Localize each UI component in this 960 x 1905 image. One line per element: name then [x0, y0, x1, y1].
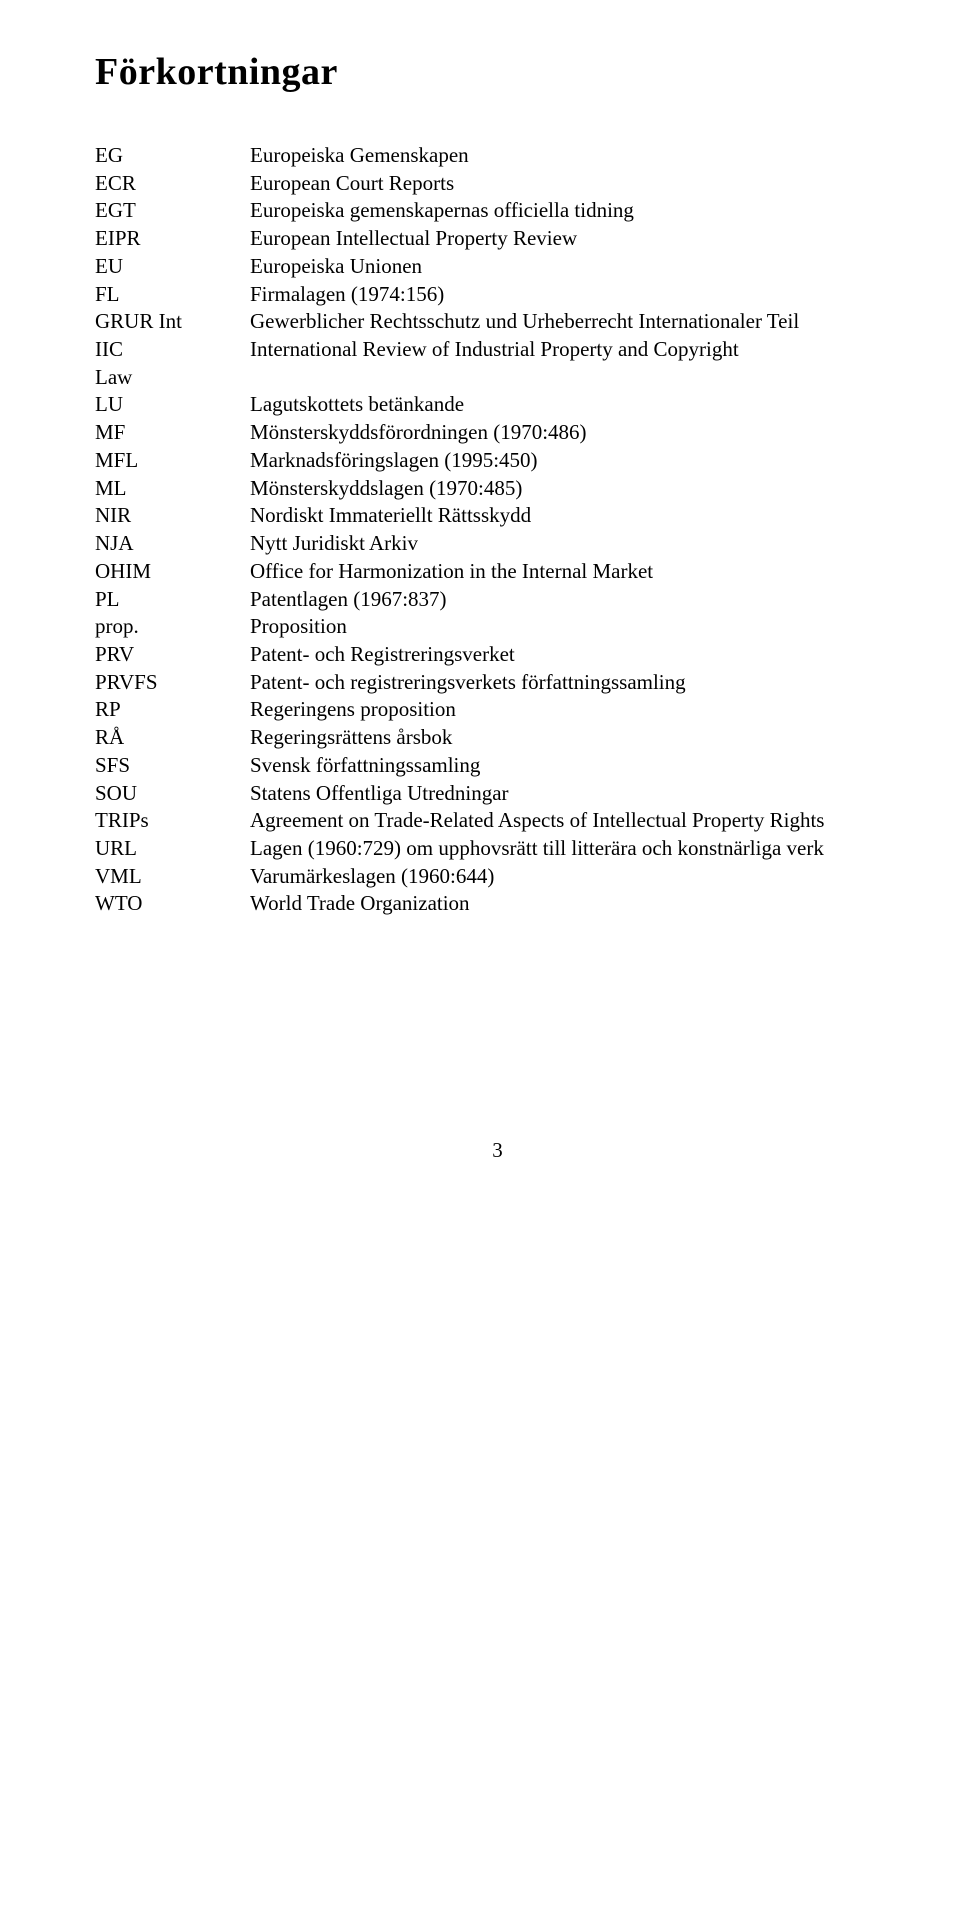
abbreviation: WTO	[95, 890, 250, 918]
list-item: IICInternational Review of Industrial Pr…	[95, 336, 900, 364]
abbreviation: PRV	[95, 641, 250, 669]
abbreviation: FL	[95, 281, 250, 309]
abbreviation: SFS	[95, 752, 250, 780]
list-item: LULagutskottets betänkande	[95, 391, 900, 419]
abbreviation: Law	[95, 364, 250, 392]
definition: Proposition	[250, 613, 900, 641]
definition: European Court Reports	[250, 170, 900, 198]
list-item: NJANytt Juridiskt Arkiv	[95, 530, 900, 558]
definition: Regeringens proposition	[250, 696, 900, 724]
abbreviation: EG	[95, 142, 250, 170]
list-item: SFSSvensk författningssamling	[95, 752, 900, 780]
list-item: TRIPsAgreement on Trade-Related Aspects …	[95, 807, 900, 835]
definition: Lagen (1960:729) om upphovsrätt till lit…	[250, 835, 900, 863]
definition: Gewerblicher Rechtsschutz und Urheberrec…	[250, 308, 900, 336]
definition: Nytt Juridiskt Arkiv	[250, 530, 900, 558]
abbreviation: NIR	[95, 502, 250, 530]
list-item: FLFirmalagen (1974:156)	[95, 281, 900, 309]
definition: Mönsterskyddslagen (1970:485)	[250, 475, 900, 503]
list-item: VMLVarumärkeslagen (1960:644)	[95, 863, 900, 891]
list-item: PRVPatent- och Registreringsverket	[95, 641, 900, 669]
abbreviation: GRUR Int	[95, 308, 250, 336]
definition: Statens Offentliga Utredningar	[250, 780, 900, 808]
page-title: Förkortningar	[95, 50, 900, 94]
list-item: EIPREuropean Intellectual Property Revie…	[95, 225, 900, 253]
definition: Regeringsrättens årsbok	[250, 724, 900, 752]
list-item: EUEuropeiska Unionen	[95, 253, 900, 281]
abbreviation: ML	[95, 475, 250, 503]
list-item: prop.Proposition	[95, 613, 900, 641]
definition: Nordiskt Immateriellt Rättsskydd	[250, 502, 900, 530]
abbreviation-list: EGEuropeiska GemenskapenECREuropean Cour…	[95, 142, 900, 918]
list-item: SOUStatens Offentliga Utredningar	[95, 780, 900, 808]
list-item: PLPatentlagen (1967:837)	[95, 586, 900, 614]
abbreviation: EIPR	[95, 225, 250, 253]
list-item: PRVFSPatent- och registreringsverkets fö…	[95, 669, 900, 697]
list-item: Law	[95, 364, 900, 392]
definition: Agreement on Trade-Related Aspects of In…	[250, 807, 900, 835]
definition: Lagutskottets betänkande	[250, 391, 900, 419]
list-item: RPRegeringens proposition	[95, 696, 900, 724]
definition: Varumärkeslagen (1960:644)	[250, 863, 900, 891]
list-item: MFMönsterskyddsförordningen (1970:486)	[95, 419, 900, 447]
abbreviation: URL	[95, 835, 250, 863]
abbreviation: PL	[95, 586, 250, 614]
list-item: ECREuropean Court Reports	[95, 170, 900, 198]
abbreviation: MFL	[95, 447, 250, 475]
definition: Marknadsföringslagen (1995:450)	[250, 447, 900, 475]
list-item: WTOWorld Trade Organization	[95, 890, 900, 918]
abbreviation: EU	[95, 253, 250, 281]
abbreviation: ECR	[95, 170, 250, 198]
definition: Mönsterskyddsförordningen (1970:486)	[250, 419, 900, 447]
definition: European Intellectual Property Review	[250, 225, 900, 253]
definition: International Review of Industrial Prope…	[250, 336, 900, 364]
abbreviation: PRVFS	[95, 669, 250, 697]
page-number: 3	[95, 1138, 900, 1163]
list-item: MLMönsterskyddslagen (1970:485)	[95, 475, 900, 503]
abbreviation: OHIM	[95, 558, 250, 586]
definition: Svensk författningssamling	[250, 752, 900, 780]
abbreviation: RÅ	[95, 724, 250, 752]
abbreviation: IIC	[95, 336, 250, 364]
abbreviation: EGT	[95, 197, 250, 225]
abbreviation: SOU	[95, 780, 250, 808]
list-item: RÅRegeringsrättens årsbok	[95, 724, 900, 752]
list-item: EGEuropeiska Gemenskapen	[95, 142, 900, 170]
list-item: URLLagen (1960:729) om upphovsrätt till …	[95, 835, 900, 863]
abbreviation: LU	[95, 391, 250, 419]
list-item: EGTEuropeiska gemenskapernas officiella …	[95, 197, 900, 225]
definition: Office for Harmonization in the Internal…	[250, 558, 900, 586]
abbreviation: NJA	[95, 530, 250, 558]
list-item: MFLMarknadsföringslagen (1995:450)	[95, 447, 900, 475]
abbreviation: prop.	[95, 613, 250, 641]
definition: Patentlagen (1967:837)	[250, 586, 900, 614]
definition: World Trade Organization	[250, 890, 900, 918]
definition: Patent- och Registreringsverket	[250, 641, 900, 669]
abbreviation: MF	[95, 419, 250, 447]
definition: Patent- och registreringsverkets författ…	[250, 669, 900, 697]
abbreviation: RP	[95, 696, 250, 724]
definition: Europeiska gemenskapernas officiella tid…	[250, 197, 900, 225]
abbreviation: VML	[95, 863, 250, 891]
list-item: GRUR IntGewerblicher Rechtsschutz und Ur…	[95, 308, 900, 336]
list-item: OHIMOffice for Harmonization in the Inte…	[95, 558, 900, 586]
list-item: NIRNordiskt Immateriellt Rättsskydd	[95, 502, 900, 530]
abbreviation: TRIPs	[95, 807, 250, 835]
definition: Europeiska Unionen	[250, 253, 900, 281]
definition: Europeiska Gemenskapen	[250, 142, 900, 170]
definition: Firmalagen (1974:156)	[250, 281, 900, 309]
